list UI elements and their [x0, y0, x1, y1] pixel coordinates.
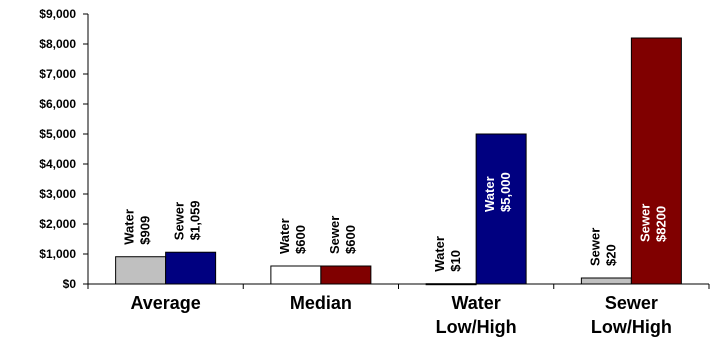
bar-value-label: Sewer$1,059	[172, 200, 203, 240]
y-tick-label: $1,000	[39, 247, 76, 261]
bar-value-label: Water$5,000	[482, 172, 513, 212]
category-labels: Average Median Water Low/High Sewer Low/High	[130, 293, 671, 337]
y-tick-label: $3,000	[39, 187, 76, 201]
bar-value-label: Water$600	[277, 218, 308, 254]
x-category-label: Median	[290, 293, 352, 313]
bars	[115, 37, 682, 286]
bar-labels: Water$909 Sewer$1,059 Water$600 Sewer$600 Wa…	[122, 172, 669, 271]
y-tick-label: $4,000	[39, 157, 76, 171]
bar-value-label: Sewer$8200	[637, 204, 668, 242]
x-category-label: Average	[130, 293, 200, 313]
y-tick-label: $6,000	[39, 97, 76, 111]
y-tick-label: $7,000	[39, 67, 76, 81]
bar	[165, 251, 217, 285]
bar-value-label: Sewer$600	[327, 216, 358, 254]
bar	[475, 133, 527, 285]
y-tick-label: $9,000	[39, 7, 76, 21]
bar	[115, 256, 167, 285]
y-tick-label: $5,000	[39, 127, 76, 141]
bar	[580, 277, 632, 285]
bar-value-label: Water$10	[432, 236, 463, 272]
bar	[425, 283, 477, 286]
y-tick-label: $0	[63, 277, 77, 291]
bar-value-label: Sewer$20	[587, 228, 618, 266]
y-tick-label: $8,000	[39, 37, 76, 51]
y-tick-label: $2,000	[39, 217, 76, 231]
bar	[320, 265, 372, 285]
x-category-label: Water Low/High	[436, 293, 517, 337]
x-category-label: Sewer Low/High	[591, 293, 672, 337]
bar	[270, 265, 322, 285]
bar	[630, 37, 682, 285]
bar-value-label: Water$909	[122, 209, 153, 245]
